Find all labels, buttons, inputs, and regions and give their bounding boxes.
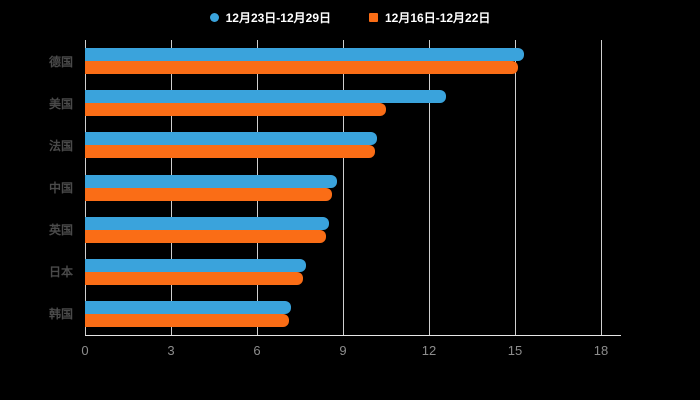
x-tick-label: 18 [593, 343, 609, 358]
x-axis-line [85, 335, 621, 336]
chart-legend: 12月23日-12月29日 12月16日-12月22日 [0, 6, 700, 28]
bar-日本-series-0 [85, 258, 306, 272]
bar-韩国-series-0 [85, 300, 292, 314]
legend-marker-icon [369, 12, 378, 22]
bar-中国-series-0 [85, 174, 338, 188]
bar-英国-series-0 [85, 216, 329, 230]
gridline-x-15 [515, 40, 516, 335]
category-label-2: 法国 [48, 138, 73, 153]
bar-日本-series-1 [85, 271, 303, 285]
bar-法国-series-0 [85, 132, 378, 146]
legend-marker-icon [209, 12, 219, 22]
x-tick-label: 0 [81, 343, 89, 358]
category-label-4: 英国 [48, 223, 73, 238]
bar-中国-series-1 [85, 187, 332, 201]
category-label-1: 美国 [48, 96, 73, 111]
legend-label: 12月23日-12月29日 [225, 10, 331, 25]
gridline-x-18 [601, 40, 602, 335]
bar-英国-series-1 [85, 229, 326, 243]
category-label-0: 德国 [48, 54, 73, 69]
category-label-6: 韩国 [48, 307, 73, 322]
category-label-5: 日本 [48, 265, 73, 280]
x-tick-label: 3 [167, 343, 175, 358]
x-tick-label: 6 [253, 343, 261, 358]
bar-韩国-series-1 [85, 313, 289, 327]
legend-label: 12月16日-12月22日 [385, 10, 491, 25]
gridline-x-12 [429, 40, 430, 335]
x-tick-label: 9 [339, 343, 347, 358]
plot-area: 0 3 6 9 12 15 18 [81, 40, 621, 358]
gridline-x-9 [343, 40, 344, 335]
bar-美国-series-1 [85, 103, 386, 117]
x-tick-label: 15 [507, 343, 523, 358]
bar-德国-series-1 [85, 61, 518, 75]
x-tick-label: 12 [421, 343, 437, 358]
bar-法国-series-1 [85, 145, 375, 159]
legend-item-series-1[interactable]: 12月16日-12月22日 [369, 9, 490, 26]
bar-德国-series-0 [85, 48, 524, 62]
legend-item-series-0[interactable]: 12月23日-12月29日 [209, 9, 331, 26]
category-label-3: 中国 [48, 180, 73, 195]
bar-美国-series-0 [85, 90, 447, 104]
